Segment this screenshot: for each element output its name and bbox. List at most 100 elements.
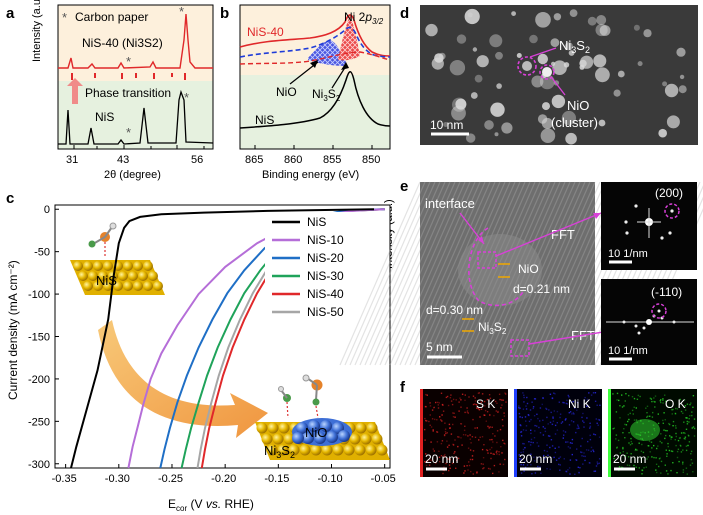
panel-f: f S K Ni K O K 20 nm 20 nm 20 nm	[400, 379, 697, 477]
eds-map-s	[420, 389, 508, 477]
interface-outline	[468, 227, 525, 307]
legend-label-nis-10: NiS-10	[307, 233, 344, 247]
c-xtick-label: -0.10	[318, 473, 343, 485]
nis40-star-2: *	[126, 54, 131, 69]
nis-surface-inset: NiS	[70, 222, 165, 295]
eds-map-ni	[514, 389, 602, 477]
panel-d: d Ni3S2 NiO (cluster) 10 nm	[400, 5, 698, 145]
nis40-xrd-curve	[58, 13, 213, 69]
eds-ni-scale: 20 nm	[519, 452, 552, 466]
nis-xrd-label: NiS	[95, 110, 114, 124]
inset-nio-label: NiO	[305, 425, 327, 440]
d-cluster-label: (cluster)	[551, 115, 598, 130]
e-ni3s2-label: Ni3S2	[478, 320, 507, 336]
nis-xps-label: NiS	[255, 113, 274, 127]
stem-image-d	[420, 5, 698, 145]
c-ytick-label: -300	[28, 459, 50, 471]
panel-a-xlabel: 2θ (degree)	[104, 169, 161, 181]
panel-b-xtick-850: 850	[362, 154, 380, 166]
e-select-box-1	[477, 251, 497, 269]
ni3s2-fit-area	[338, 15, 360, 61]
series-nis	[70, 208, 375, 469]
fft2-spot-label: (-110)	[651, 285, 682, 299]
e-select-box-2	[510, 339, 530, 357]
red-background-curve	[239, 51, 391, 65]
c-ytick-label: -50	[34, 247, 50, 259]
panel-a-xtick-43: 43	[117, 154, 129, 166]
c-xtick-label: -0.35	[52, 473, 77, 485]
panel-f-label: f	[400, 379, 406, 396]
nio-circle	[539, 64, 555, 80]
legend-label-nis-50: NiS-50	[307, 305, 344, 319]
fft2-scale-label: 10 1/nm	[608, 345, 648, 357]
transition-arrow	[98, 320, 268, 438]
e-nio-label: NiO	[518, 262, 539, 276]
e-d021-label: d=0.21 nm	[513, 282, 570, 296]
c-ytick-label: -250	[28, 416, 50, 428]
panel-a-label: a	[6, 5, 15, 22]
eds-s-label: S K	[476, 397, 495, 411]
panel-c-xlabel: Ecor (V vs. RHE)	[168, 497, 254, 513]
nis40-xps-label: NiS-40	[247, 25, 284, 39]
panel-b-xlabel: Binding energy (eV)	[262, 169, 359, 181]
carbon-paper-label: Carbon paper	[75, 10, 148, 24]
nis40-xrd-label: NiS-40 (Ni3S2)	[82, 36, 163, 50]
panel-a-xtick-31: 31	[66, 154, 78, 166]
c-ytick-label: -150	[28, 332, 50, 344]
panel-d-label: d	[400, 5, 409, 22]
panel-c: c Current density (mA cm⁻²) -0.35 -0.30 -0…	[6, 190, 396, 513]
nis-xps-curve	[239, 71, 391, 129]
panel-a: a Intensity (a.u.) 31 43 56 2θ (degree) …	[6, 0, 214, 181]
c-xtick-label: -0.30	[105, 473, 130, 485]
panel-c-xticks: -0.35 -0.30 -0.25 -0.20 -0.15 -0.10 -0.05	[52, 464, 396, 485]
nis40-star-1: *	[179, 4, 184, 19]
legend-label-nis-30: NiS-30	[307, 269, 344, 283]
nis-star-2: *	[184, 90, 189, 105]
phase-transition-label: Phase transition	[85, 86, 171, 100]
fft1-spot-label: (200)	[655, 186, 683, 200]
nio-fit-area	[308, 40, 346, 66]
c-ytick-label: -100	[28, 289, 50, 301]
e-scale-label: 5 nm	[426, 340, 453, 354]
nis40-xps-curve	[239, 14, 391, 57]
panel-b-xtick-865: 865	[245, 154, 263, 166]
c-ytick-label: 0	[44, 204, 50, 216]
d-nio-label: NiO	[567, 98, 589, 113]
ni3s2-pointer	[331, 65, 347, 89]
panel-c-yticks: 0 -50 -100 -150 -200 -250 -300	[28, 204, 59, 471]
panel-b-xtick-855: 855	[323, 154, 341, 166]
eds-o-label: O K	[665, 397, 686, 411]
panel-e: e interface FFT FFT NiO d=0.21 nm d=0.30…	[339, 178, 703, 366]
d-ni3s2-label: Ni3S2	[559, 38, 590, 55]
nio-xps-label: NiO	[276, 85, 297, 99]
carbon-star: *	[62, 10, 67, 25]
panel-b-xtick-860: 860	[284, 154, 302, 166]
nis-star-1: *	[126, 125, 131, 140]
e-interface-label: interface	[425, 196, 475, 211]
panel-c-legend: NiS NiS-10 NiS-20 NiS-30 NiS-40 NiS-50	[272, 215, 344, 319]
legend-label-nis: NiS	[307, 215, 326, 229]
phase-transition-arrow	[67, 78, 83, 104]
panel-a-frame	[57, 4, 214, 150]
ni3s2-circle	[517, 56, 537, 76]
e-d030-label: d=0.30 nm	[426, 303, 483, 317]
fft1-scale-label: 10 1/nm	[608, 248, 648, 260]
panel-c-label: c	[6, 190, 14, 207]
eds-ni-label: Ni K	[568, 397, 591, 411]
panel-b-label: b	[220, 5, 229, 22]
c-ytick-label: -200	[28, 374, 50, 386]
c-xtick-label: -0.25	[158, 473, 183, 485]
d-scale-label: 10 nm	[430, 118, 463, 132]
ni3s2-xps-label: Ni3S2	[312, 87, 341, 103]
panel-e-label: e	[400, 178, 408, 195]
panel-c-ylabel: Current density (mA cm⁻²)	[6, 260, 20, 400]
legend-label-nis-40: NiS-40	[307, 287, 344, 301]
inset-ni3s2-label: Ni3S2	[264, 443, 295, 460]
nio-ni3s2-surface-inset: NiO Ni3S2	[255, 374, 390, 460]
nis-xrd-curve	[58, 89, 214, 145]
panel-b: b Intensity (a.u.) 865 860 855 850 Bindi…	[220, 4, 395, 269]
panel-a-bottom-bg	[58, 81, 213, 149]
c-xtick-label: -0.20	[211, 473, 236, 485]
panel-a-xtick-56: 56	[191, 154, 203, 166]
